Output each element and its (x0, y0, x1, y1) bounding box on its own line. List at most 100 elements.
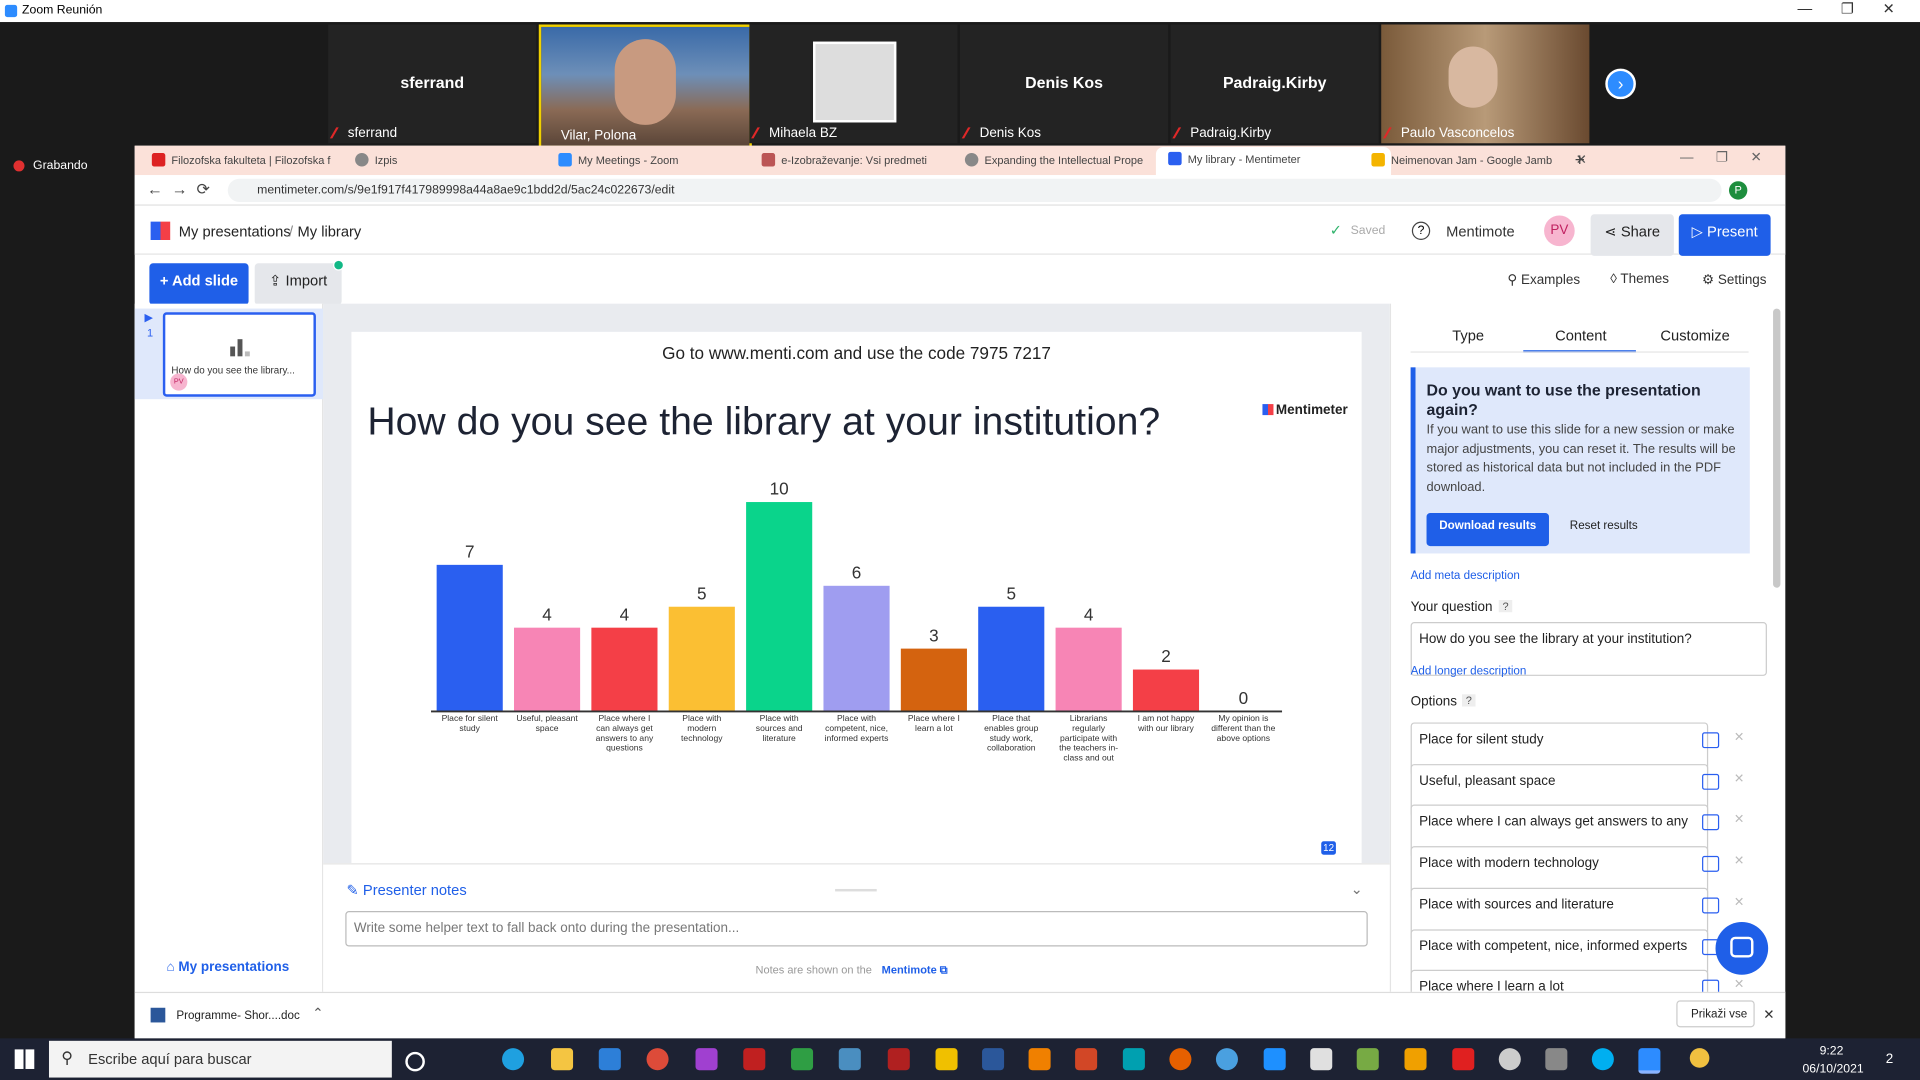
show-all-button[interactable] (1676, 1000, 1755, 1028)
panel-tab[interactable]: Customize (1660, 326, 1730, 345)
my-presentations-link[interactable]: ⌂ My presentations (166, 960, 290, 975)
bar (591, 627, 658, 712)
participant-video[interactable]: Paulo Vasconcelos (1381, 24, 1590, 144)
examples-label: Examples (1520, 273, 1581, 288)
address-bar: ← → ⟳ mentimeter.com/s/9e1f917f417989998… (134, 175, 1786, 206)
add-slide-button[interactable]: + Add slide (149, 263, 249, 305)
category-label: Place where I learn a lot (907, 715, 960, 734)
options-label: Options (1410, 694, 1458, 709)
next-button[interactable]: › (1605, 68, 1636, 100)
thumbnail-avatar: PV (170, 373, 188, 391)
logo: Mentimeter (1275, 402, 1348, 418)
url[interactable]: mentimeter.com/s/9e1f917f417989998a44a8a… (257, 183, 675, 198)
chat-button[interactable] (1715, 922, 1769, 975)
option-remove: ✕ (1733, 772, 1745, 786)
tab-title: Neimenovan Jam - Google Jamb (1391, 154, 1553, 167)
breadcrumb-link[interactable]: My presentations (178, 222, 291, 241)
help-icon[interactable]: ? (1498, 600, 1513, 613)
tab-title: Filozofska fakulteta | Filozofska f (171, 154, 331, 167)
bar (746, 502, 813, 712)
participant-label: Mihaela BZ (768, 126, 838, 141)
bar (436, 564, 503, 712)
notes-title-text: Presenter notes (362, 881, 467, 899)
participant-tile[interactable]: Denis Kos Denis Kos (960, 24, 1169, 144)
response-count: 12 (1321, 841, 1336, 855)
participant-video[interactable]: Vilar, Polona (538, 24, 752, 149)
search-box[interactable] (48, 1040, 392, 1078)
breadcrumb-separator: / (288, 222, 294, 241)
participant-tile[interactable]: sferrand sferrand (328, 24, 537, 144)
value-label: 4 (1084, 604, 1094, 624)
settings-button[interactable]: ⚙ Settings (1702, 273, 1767, 288)
category-label: I am not happy with our library (1137, 715, 1195, 734)
browser-tab[interactable]: Neimenovan Jam - Google Jamb ✕ (1359, 148, 1594, 179)
themes-button[interactable]: ◊ Themes (1610, 271, 1670, 287)
value-label: 0 (1239, 688, 1249, 708)
value-label: 6 (852, 562, 862, 582)
slide-thumbnail[interactable] (162, 312, 316, 397)
saved-status: Saved (1350, 224, 1386, 238)
search-placeholder: Escribe aquí para buscar (88, 1050, 252, 1068)
recording-label: Grabando (33, 159, 88, 173)
option-remove: ✕ (1733, 731, 1745, 745)
mentimote-footer: Mentimote (881, 963, 937, 976)
bar (1132, 669, 1200, 712)
category-label: Place with sources and literature (755, 715, 803, 744)
themes-label: Themes (1620, 271, 1670, 287)
category-label: My opinion is different than the above o… (1211, 715, 1276, 744)
bar (514, 627, 581, 712)
tab-title: My Meetings - Zoom (577, 154, 679, 167)
my-presentations-label: My presentations (178, 960, 290, 975)
participant-name: Padraig.Kirby (1222, 73, 1327, 92)
participant-label: Denis Kos (979, 126, 1041, 141)
breadcrumb-current: My library (297, 222, 362, 241)
join-instructions: Go to www.menti.com and use the code 797… (662, 342, 1051, 363)
notification-count[interactable]: 2 (1885, 1051, 1894, 1067)
present-label: Present (1707, 222, 1758, 241)
bar (823, 585, 890, 712)
avatar[interactable]: PV (1544, 215, 1575, 247)
slide-list (134, 303, 324, 992)
participant-label: Vilar, Polona (560, 128, 637, 144)
present-button[interactable]: ▷ Present (1678, 214, 1771, 256)
share-button[interactable]: ⋖ Share (1590, 214, 1674, 256)
app-header (134, 205, 1786, 255)
participant-tile[interactable]: Padraig.Kirby Padraig.Kirby (1170, 24, 1379, 144)
panel-tab[interactable]: Type (1452, 326, 1485, 345)
profile[interactable]: P (1728, 181, 1748, 200)
category-label: Place with modern technology (681, 715, 723, 744)
mentimote-link[interactable]: Mentimote (1446, 222, 1515, 241)
examples-button[interactable]: ⚲ Examples (1507, 273, 1581, 288)
panel-tab-active[interactable]: Content (1555, 326, 1607, 345)
question-label: Your question (1410, 600, 1493, 615)
bar (978, 606, 1045, 712)
participant-tile[interactable]: Mihaela BZ (749, 24, 958, 144)
category-label: Librarians regularly participate with th… (1059, 715, 1119, 763)
question-input[interactable]: How do you see the library at your insti… (1410, 622, 1767, 676)
settings-label: Settings (1717, 273, 1767, 288)
help-icon[interactable]: ? (1462, 694, 1476, 707)
longer-link[interactable]: Add longer description (1410, 664, 1527, 679)
info-text: If you want to use this slide for a new … (1426, 422, 1736, 495)
tab-title: Izpis (374, 154, 398, 167)
notes-input[interactable] (345, 911, 1368, 947)
option-remove: ✕ (1733, 813, 1745, 828)
value-label: 2 (1161, 646, 1171, 666)
value-label: 7 (465, 542, 475, 562)
title-bar: Zoom Reunión — ❐ ✕ (0, 0, 1920, 23)
participant-name: sferrand (400, 73, 465, 92)
reset-results-button[interactable]: Reset results (1569, 519, 1638, 533)
value-label: 4 (542, 604, 552, 624)
value-label: 5 (697, 583, 707, 603)
notes-footer-link[interactable]: Mentimote ⧉ (881, 963, 948, 976)
download-results-button[interactable]: Download results (1426, 513, 1549, 547)
import-button[interactable]: ⇪ Import (254, 263, 342, 305)
notes-title[interactable]: ✎ Presenter notes (346, 881, 467, 899)
bar (668, 606, 735, 712)
tab-title: e-Izobraževanje: Vsi predmeti (781, 154, 928, 167)
download-file[interactable]: Programme- Shor....doc (176, 1008, 300, 1023)
option-remove: ✕ (1733, 978, 1745, 993)
meta-link[interactable]: Add meta description (1410, 569, 1520, 583)
